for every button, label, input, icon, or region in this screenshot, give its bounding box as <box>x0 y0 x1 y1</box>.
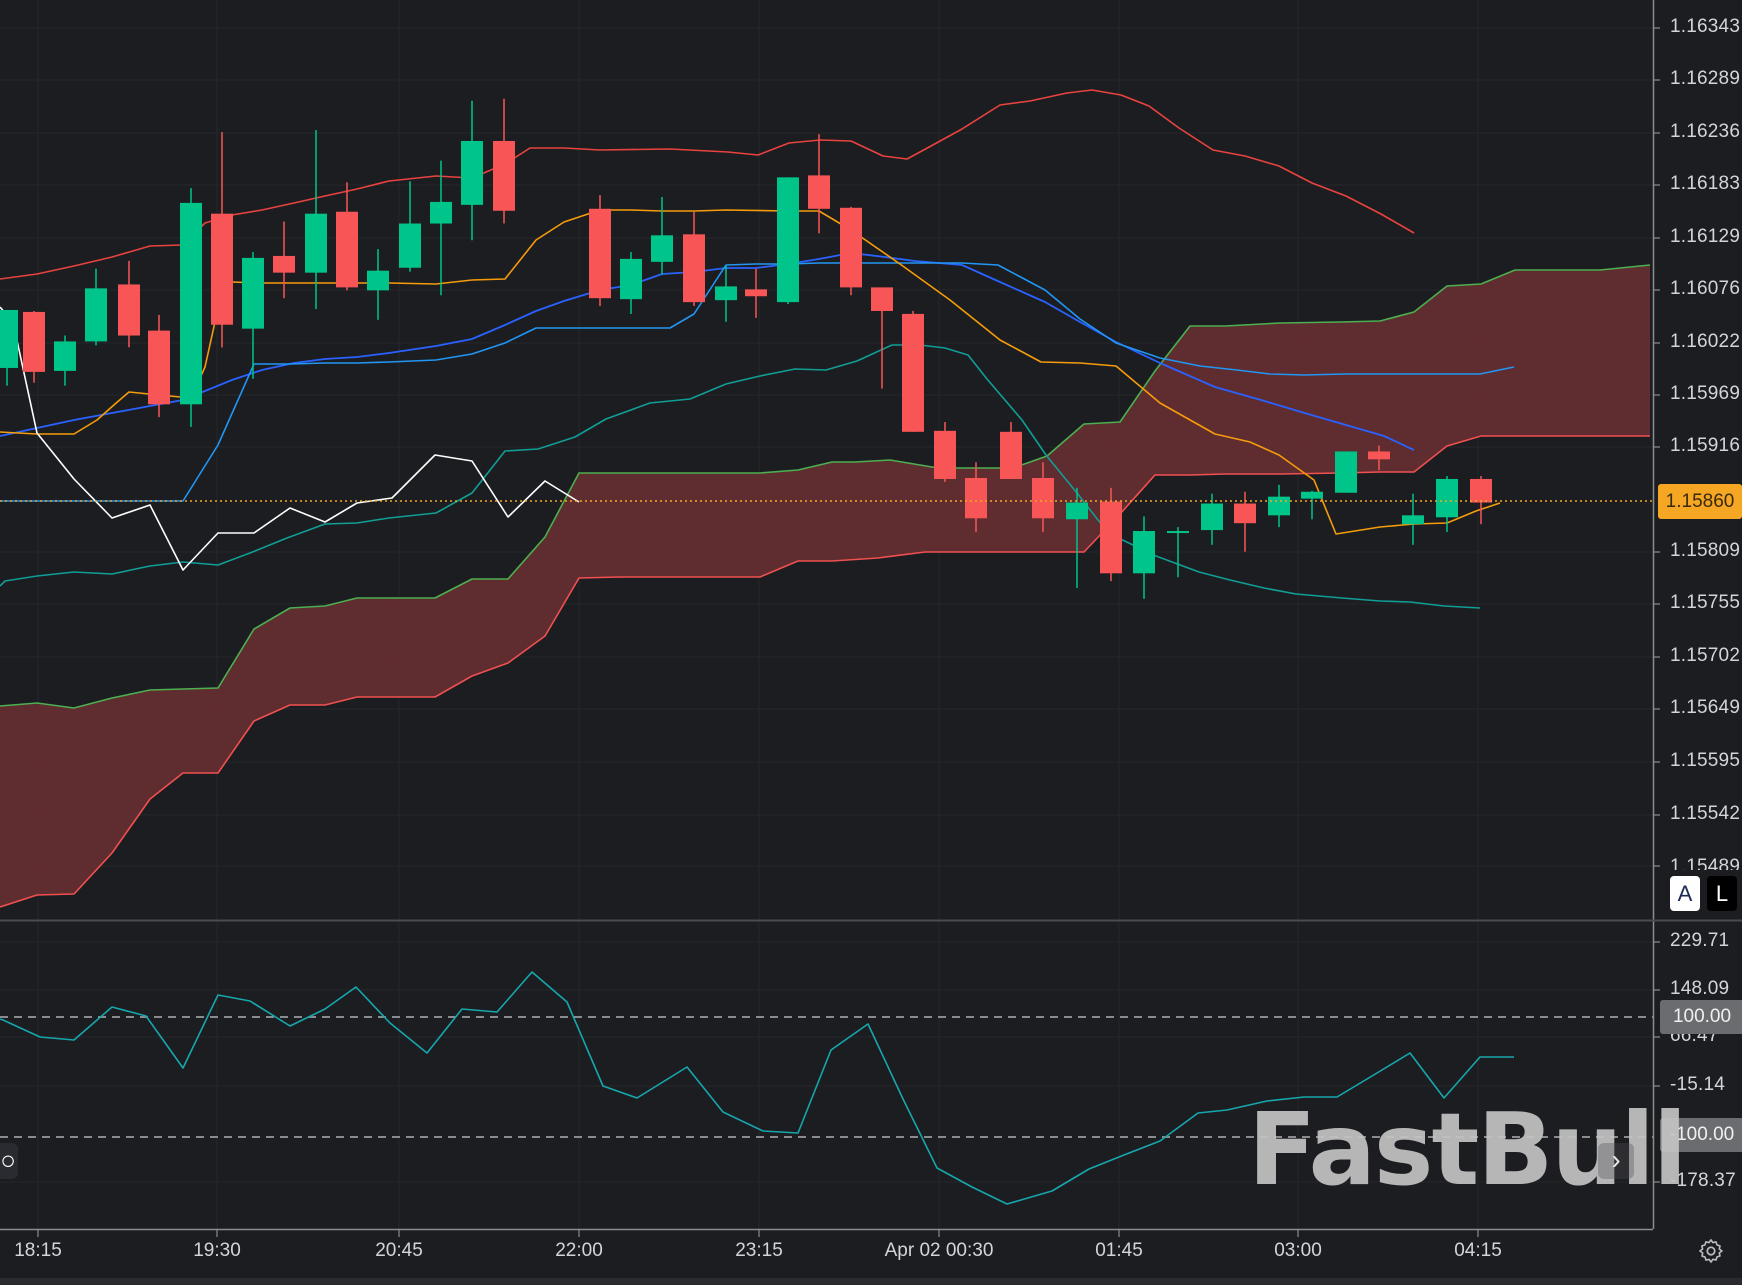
auto-scale-button[interactable]: A <box>1670 876 1700 911</box>
brand-watermark: FastBull <box>1248 1091 1687 1208</box>
price-tick-label: 1.16129 <box>1670 226 1741 247</box>
price-tick-label: 1.16076 <box>1670 278 1741 299</box>
settings-gear-icon[interactable] <box>1697 1237 1725 1265</box>
time-tick-label: 23:15 <box>735 1240 783 1261</box>
price-tick-label: 1.15489 <box>1670 856 1741 870</box>
price-tick-label: 1.16236 <box>1670 121 1741 142</box>
price-tick-label: 1.16343 <box>1670 16 1741 37</box>
bottom-bar <box>0 1278 1742 1285</box>
indicator-tick-label: -178.37 <box>1670 1170 1736 1191</box>
axes <box>0 0 1742 1237</box>
price-tick-label: 1.15809 <box>1670 540 1741 561</box>
time-tick-label: 22:00 <box>555 1240 603 1261</box>
indicator-overlays <box>0 89 1651 908</box>
price-tick-label: 1.15595 <box>1670 750 1741 771</box>
indicator-level-badge: -100.00 <box>1660 1118 1742 1152</box>
time-tick-label: 18:15 <box>14 1240 62 1261</box>
price-tick-label: 1.15755 <box>1670 592 1741 613</box>
ichimoku-cloud <box>0 265 1650 907</box>
log-scale-button[interactable]: L <box>1707 876 1737 911</box>
chevron-left-icon: ○ <box>0 1145 16 1175</box>
price-tick-label: 1.15649 <box>1670 697 1741 718</box>
scroll-left-button[interactable]: ○ <box>0 1143 18 1179</box>
time-tick-label: 20:45 <box>375 1240 423 1261</box>
chevron-right-icon: › <box>1611 1144 1621 1175</box>
price-tick-label: 1.15916 <box>1670 435 1741 456</box>
price-tick-label: 1.15542 <box>1670 803 1741 824</box>
price-tick-label: 1.16289 <box>1670 68 1741 89</box>
price-tick-label: 1.16022 <box>1670 331 1741 352</box>
scroll-right-button[interactable]: › <box>1598 1143 1634 1179</box>
time-tick-label: 03:00 <box>1274 1240 1322 1261</box>
time-tick-label: 01:45 <box>1095 1240 1143 1261</box>
level-lines <box>0 500 1653 1205</box>
indicator-tick-label: 229.71 <box>1670 930 1730 951</box>
last-price-badge: 1.15860 <box>1658 484 1742 519</box>
time-tick-label: 19:30 <box>193 1240 241 1261</box>
indicator-tick-label: -15.14 <box>1670 1074 1726 1095</box>
price-tick-label: 1.15702 <box>1670 645 1741 666</box>
time-tick-label: 04:15 <box>1454 1240 1502 1261</box>
indicator-level-badge: 100.00 <box>1660 1000 1742 1034</box>
time-tick-label: Apr 02 00:30 <box>884 1240 994 1261</box>
price-tick-label: 1.16183 <box>1670 173 1741 194</box>
price-tick-label: 1.15969 <box>1670 383 1741 404</box>
indicator-tick-label: 148.09 <box>1670 978 1730 999</box>
candlesticks <box>0 98 1492 599</box>
